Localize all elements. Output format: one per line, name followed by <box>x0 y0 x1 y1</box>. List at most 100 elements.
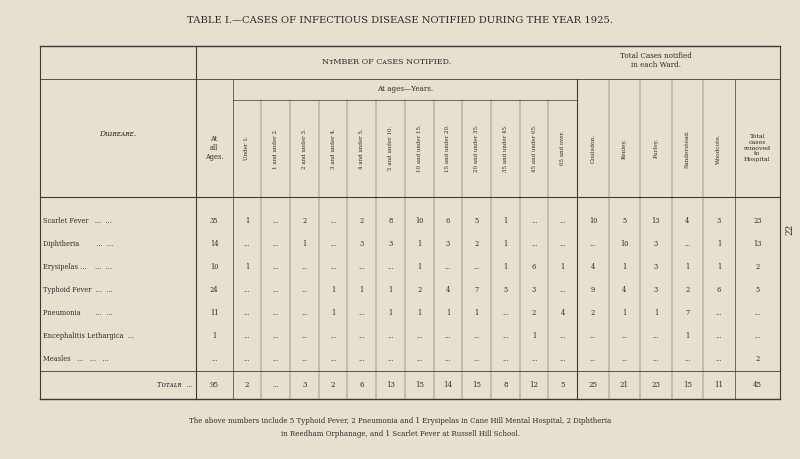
Text: ...: ... <box>416 332 422 340</box>
Text: ...: ... <box>531 240 538 248</box>
Text: ...: ... <box>387 332 394 340</box>
Text: 8: 8 <box>389 217 393 225</box>
Text: 1: 1 <box>245 217 249 225</box>
Text: ...: ... <box>273 263 279 271</box>
Text: ...: ... <box>211 355 218 363</box>
Text: 5: 5 <box>755 286 759 294</box>
Text: ...: ... <box>330 355 336 363</box>
Text: 2 and under 3.: 2 and under 3. <box>302 128 307 168</box>
Text: ...: ... <box>716 355 722 363</box>
Text: 1: 1 <box>389 286 393 294</box>
Text: 5: 5 <box>474 217 479 225</box>
Text: Tᴏᴛᴀʟʀ  ...: Tᴏᴛᴀʟʀ ... <box>158 381 193 389</box>
Text: 21: 21 <box>620 381 629 389</box>
Text: 10: 10 <box>415 217 423 225</box>
Text: ...: ... <box>474 355 480 363</box>
Text: 3: 3 <box>532 286 536 294</box>
Text: ...: ... <box>531 217 538 225</box>
Text: ...: ... <box>445 263 451 271</box>
Text: 6: 6 <box>359 381 364 389</box>
Text: 1: 1 <box>622 263 626 271</box>
Text: 1: 1 <box>331 286 335 294</box>
Text: ...: ... <box>244 332 250 340</box>
Text: 5: 5 <box>503 286 507 294</box>
Text: 10: 10 <box>620 240 629 248</box>
Text: Woodcote.: Woodcote. <box>716 133 722 163</box>
Text: 3: 3 <box>389 240 393 248</box>
Text: ...: ... <box>531 355 538 363</box>
Text: 23: 23 <box>651 381 660 389</box>
Text: Scarlet Fever   ...  ...: Scarlet Fever ... ... <box>43 217 112 225</box>
Text: ...: ... <box>622 355 627 363</box>
Text: Pneumonia       ...  ...: Pneumonia ... ... <box>43 309 113 317</box>
Text: Total Cases notified
in each Ward.: Total Cases notified in each Ward. <box>620 51 692 69</box>
Text: 4 and under 5.: 4 and under 5. <box>359 128 364 168</box>
Text: 10: 10 <box>589 217 597 225</box>
Text: NᴛMBER OF CᴀSES NOTIFIED.: NᴛMBER OF CᴀSES NOTIFIED. <box>322 58 451 67</box>
Text: ...: ... <box>273 217 279 225</box>
Text: 12: 12 <box>530 381 538 389</box>
Text: Typhoid Fever  ...  ...: Typhoid Fever ... ... <box>43 286 113 294</box>
Text: 45: 45 <box>753 381 762 389</box>
Text: 1: 1 <box>360 286 364 294</box>
Text: ...: ... <box>653 355 659 363</box>
Text: 5: 5 <box>561 381 565 389</box>
Text: 1: 1 <box>686 263 690 271</box>
Text: ...: ... <box>502 355 509 363</box>
Text: The above numbers include 5 Typhoid Fever, 2 Pneumonia and 1 Erysipelas in Cane : The above numbers include 5 Typhoid Feve… <box>189 417 611 425</box>
Text: ...: ... <box>387 355 394 363</box>
Text: 95: 95 <box>210 381 218 389</box>
Text: ...: ... <box>330 240 336 248</box>
Text: ...: ... <box>684 355 690 363</box>
Text: 5: 5 <box>622 217 626 225</box>
Text: 3: 3 <box>717 217 721 225</box>
Text: 1: 1 <box>417 263 422 271</box>
Text: ...: ... <box>754 309 761 317</box>
Text: ...: ... <box>716 332 722 340</box>
Text: ...: ... <box>590 240 596 248</box>
Text: 10 and under 15.: 10 and under 15. <box>417 124 422 172</box>
Text: 4: 4 <box>446 286 450 294</box>
Text: 2: 2 <box>755 263 759 271</box>
Text: 4: 4 <box>685 217 690 225</box>
Text: Erysipelas ...    ...  ...: Erysipelas ... ... ... <box>43 263 112 271</box>
Text: ...: ... <box>445 355 451 363</box>
Text: 13: 13 <box>386 381 395 389</box>
Text: ...: ... <box>560 332 566 340</box>
Text: ...: ... <box>416 355 422 363</box>
Text: 20 and under 35.: 20 and under 35. <box>474 124 479 172</box>
Text: 45 and under 65.: 45 and under 65. <box>532 124 537 172</box>
Text: ...: ... <box>653 332 659 340</box>
Text: 1: 1 <box>417 309 422 317</box>
Text: 2: 2 <box>417 286 422 294</box>
Text: 2: 2 <box>755 355 759 363</box>
Text: ...: ... <box>244 355 250 363</box>
Text: At ages—Years.: At ages—Years. <box>377 85 433 94</box>
Text: Purley.: Purley. <box>654 138 658 158</box>
Text: ...: ... <box>590 332 596 340</box>
Text: 1 and under 2.: 1 and under 2. <box>274 128 278 168</box>
Text: 2: 2 <box>331 381 335 389</box>
Text: 1: 1 <box>686 332 690 340</box>
Text: ...: ... <box>590 355 596 363</box>
Text: 1: 1 <box>212 332 216 340</box>
Text: ...: ... <box>272 381 279 389</box>
Text: Measles   ...   ...   ...: Measles ... ... ... <box>43 355 109 363</box>
Text: ...: ... <box>330 263 336 271</box>
Text: 13: 13 <box>753 240 762 248</box>
Text: 1: 1 <box>503 217 507 225</box>
Text: ...: ... <box>358 309 365 317</box>
Text: 15: 15 <box>683 381 692 389</box>
Text: ...: ... <box>273 286 279 294</box>
Text: 24: 24 <box>210 286 218 294</box>
Text: TABLE I.—CASES OF INFECTIOUS DISEASE NOTIFIED DURING THE YEAR 1925.: TABLE I.—CASES OF INFECTIOUS DISEASE NOT… <box>187 16 613 25</box>
Text: ...: ... <box>445 332 451 340</box>
Text: 1: 1 <box>331 309 335 317</box>
Text: ...: ... <box>302 286 308 294</box>
Text: ...: ... <box>273 332 279 340</box>
Text: ...: ... <box>244 286 250 294</box>
Text: 65 and over.: 65 and over. <box>560 131 566 165</box>
Text: 14: 14 <box>210 240 218 248</box>
Text: ...: ... <box>302 309 308 317</box>
Text: ...: ... <box>684 240 690 248</box>
